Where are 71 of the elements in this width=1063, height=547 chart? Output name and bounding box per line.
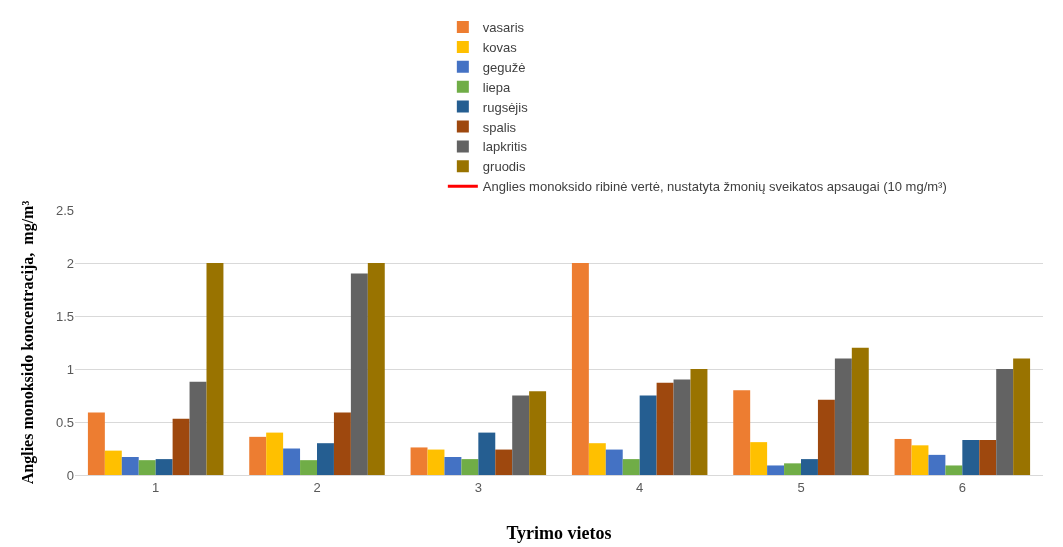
bar <box>622 459 640 475</box>
legend-label: spalis <box>482 119 517 135</box>
bar <box>172 418 190 475</box>
bar <box>427 449 445 475</box>
bar <box>605 449 623 475</box>
bar <box>1013 358 1031 475</box>
bar <box>266 432 284 475</box>
bar <box>410 447 428 475</box>
bar <box>962 440 980 475</box>
bar <box>317 443 334 475</box>
bar <box>461 459 479 475</box>
legend-label: lapkritis <box>482 139 528 155</box>
legend-label: gruodis <box>482 159 526 175</box>
bar <box>249 436 267 475</box>
x-tick-label: 2 <box>313 479 321 495</box>
bar <box>979 440 997 475</box>
bar <box>206 263 224 475</box>
bar <box>333 412 351 475</box>
bar <box>656 382 674 475</box>
legend-label: rugsėjis <box>482 99 529 115</box>
x-tick-label: 3 <box>474 479 482 495</box>
bar <box>350 273 368 475</box>
x-tick-label: 5 <box>797 479 805 495</box>
bar <box>283 448 301 475</box>
bar <box>512 395 530 475</box>
legend-label: gegužė <box>482 59 526 75</box>
bar <box>834 358 852 475</box>
bar <box>750 442 768 475</box>
bar <box>121 456 139 475</box>
bar <box>104 450 122 475</box>
y-tick-label: 2.5 <box>55 202 74 218</box>
bar <box>801 459 818 475</box>
bar <box>87 412 105 475</box>
bar <box>189 381 207 475</box>
legend-label: Anglies monoksido ribinė vertė, nustatyta žmonių sveikatos apsaugai (10 mg/m³) <box>482 179 947 195</box>
bar <box>588 443 606 475</box>
bar <box>945 465 963 475</box>
y-tick-label: 0.5 <box>55 414 74 430</box>
bar <box>639 395 657 475</box>
bar <box>138 460 156 475</box>
legend-label: kovas <box>482 39 518 55</box>
bar <box>928 454 946 475</box>
bar <box>529 391 547 475</box>
bar <box>851 347 869 475</box>
x-tick-label: 1 <box>152 479 160 495</box>
y-tick-label: 0 <box>66 467 74 483</box>
legend-label: vasaris <box>482 20 525 36</box>
y-axis-title: Anglies monoksido koncentracija, mg/m³ <box>19 200 37 485</box>
bar <box>733 390 751 475</box>
bar <box>367 263 385 475</box>
bar <box>996 369 1014 475</box>
bar <box>478 432 496 475</box>
bar <box>300 460 317 475</box>
x-axis-title: Tyrimo vietos <box>506 523 612 543</box>
bar <box>894 438 912 475</box>
x-tick-label: 4 <box>636 479 644 495</box>
bar <box>911 445 929 475</box>
bar <box>155 459 173 475</box>
y-tick-label: 2 <box>66 255 74 271</box>
bar <box>817 399 835 475</box>
bar <box>767 465 785 475</box>
bar <box>495 449 513 475</box>
bar <box>784 463 801 475</box>
x-tick-label: 6 <box>958 479 966 495</box>
bar <box>571 263 589 475</box>
bar <box>444 456 462 475</box>
y-tick-label: 1.5 <box>55 308 74 324</box>
y-tick-label: 1 <box>66 361 74 377</box>
legend-label: liepa <box>482 79 512 95</box>
bar <box>673 379 691 475</box>
bar <box>690 369 708 475</box>
